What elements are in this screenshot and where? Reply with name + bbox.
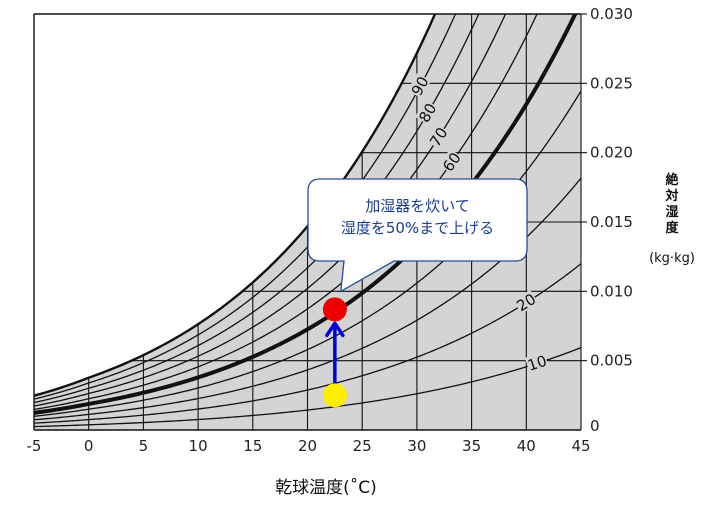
x-tick-label: 5 <box>139 437 149 455</box>
y-axis-label-char: 度 <box>665 220 679 236</box>
curve-label-bg <box>513 289 539 314</box>
y-tick-label: 0 <box>590 417 600 435</box>
rh-curve-70 <box>34 14 507 407</box>
y-tick-label: 0.015 <box>590 213 633 231</box>
x-axis-label: 乾球温度(˚C) <box>275 477 377 498</box>
x-tick-label: -5 <box>27 437 42 455</box>
y-axis-label-char: 対 <box>664 188 678 204</box>
rh-curve-60 <box>34 14 538 411</box>
x-tick-label: 15 <box>243 437 262 455</box>
x-tick-label: 20 <box>298 437 317 455</box>
x-tick-label: 30 <box>407 437 426 455</box>
annotation-bubble <box>307 178 528 293</box>
rh-curve-80 <box>34 14 480 404</box>
rh-curve-label: 10 <box>525 352 549 375</box>
curve-label-bg <box>425 123 451 150</box>
annotation-text: 湿度を50%まで上げる <box>341 219 494 237</box>
x-tick-label: 45 <box>571 437 590 455</box>
x-tick-label: 25 <box>353 437 372 455</box>
y-axis-label-char: 湿 <box>665 205 678 220</box>
curve-label-bg <box>438 148 464 175</box>
y-axis-label-char: 絶 <box>664 172 678 188</box>
y-tick-label: 0.025 <box>590 74 633 92</box>
x-tick-label: 0 <box>84 437 94 455</box>
x-tick-label: 40 <box>517 437 536 455</box>
x-tick-label: 35 <box>462 437 481 455</box>
annotation-text: 加湿器を炊いて <box>365 197 470 215</box>
y-tick-label: 0.030 <box>590 5 633 23</box>
curve-label-bg <box>414 99 439 125</box>
y-axis-unit: (kg·kg) <box>649 251 695 266</box>
y-tick-label: 0.005 <box>590 352 633 370</box>
humidify-arrow-head <box>325 321 345 338</box>
x-tick-label: 10 <box>189 437 208 455</box>
y-tick-label: 0.010 <box>590 282 633 300</box>
rh-curve-10 <box>34 347 581 428</box>
rh-curve-20 <box>34 263 581 424</box>
curve-label-bg <box>407 73 432 99</box>
end-point <box>322 297 347 322</box>
rh-curve-30 <box>34 177 581 421</box>
y-tick-label: 0.020 <box>590 144 633 162</box>
start-point <box>322 383 347 408</box>
rh-curve-50 <box>34 14 578 415</box>
curve-label-bg <box>524 351 549 374</box>
